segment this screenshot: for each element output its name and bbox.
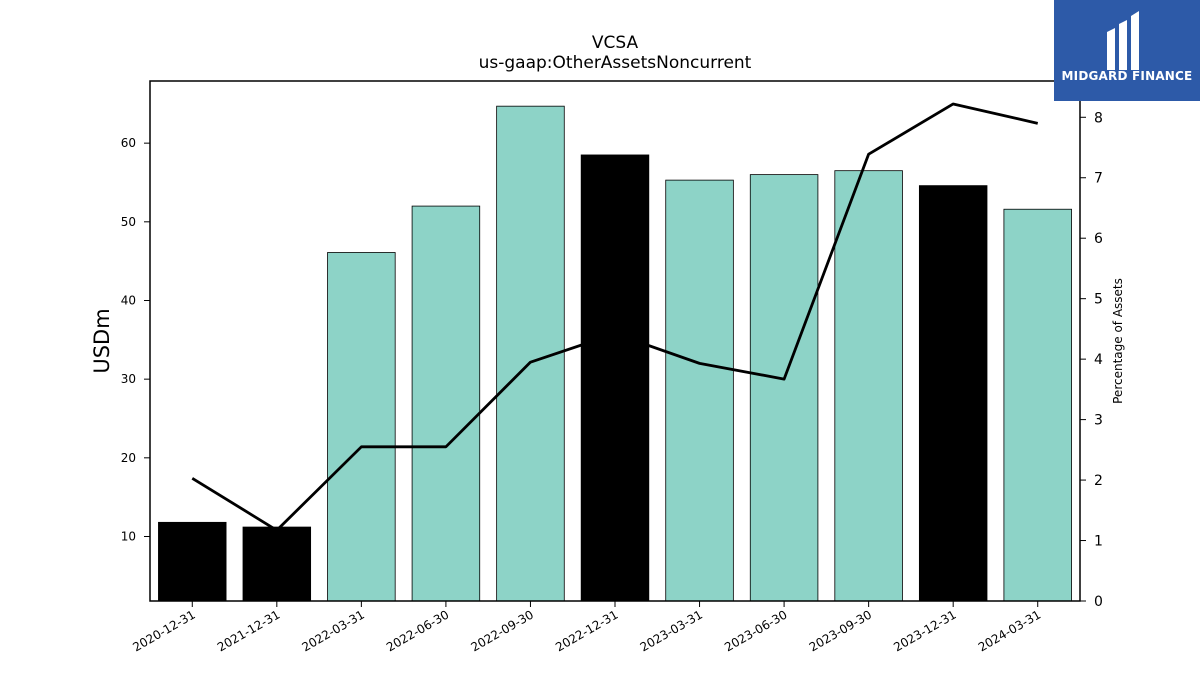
y-axis-left: 10 20 30 40 50 60 <box>121 136 150 543</box>
bar-2022-06-30 <box>411 205 481 602</box>
bar-2020-12-31 <box>158 521 227 602</box>
bar-2024-03-31 <box>1003 208 1072 602</box>
chart-subtitle: us-gaap:OtherAssetsNoncurrent <box>479 53 752 73</box>
y2-tick-label: 2 <box>1094 473 1103 489</box>
x-tick-label: 2023-03-31 <box>638 607 705 654</box>
x-tick-label: 2024-03-31 <box>976 607 1043 654</box>
bar-2023-03-31 <box>665 179 734 602</box>
x-axis: 2020-12-31 2021-12-31 2022-03-31 2022-06-30… <box>130 601 1043 654</box>
x-tick-label: 2022-09-30 <box>469 607 536 654</box>
x-tick-label: 2022-03-31 <box>299 607 366 654</box>
y-tick-label: 30 <box>121 372 136 386</box>
x-tick-label: 2021-12-31 <box>215 607 282 654</box>
bars-layer <box>158 105 1072 602</box>
percentage-line <box>191 102 1039 532</box>
y2-tick-label: 3 <box>1094 413 1103 429</box>
bar-2022-03-31 <box>327 252 396 602</box>
y-tick-label: 60 <box>121 136 136 150</box>
y2-tick-label: 5 <box>1094 292 1103 308</box>
y-tick-label: 20 <box>121 451 136 465</box>
x-tick-label: 2023-09-30 <box>807 607 874 654</box>
y2-tick-label: 7 <box>1094 171 1103 187</box>
brand-name: MIDGARD FINANCE <box>1061 69 1193 83</box>
brand-logo: MIDGARD FINANCE <box>1054 0 1200 101</box>
chart-title: VCSA <box>592 33 639 53</box>
y-axis-right: 0 1 2 3 4 5 6 7 8 <box>1080 110 1103 610</box>
y2-tick-label: 6 <box>1094 231 1103 247</box>
y2-axis-label: Percentage of Assets <box>1111 278 1125 404</box>
y2-tick-label: 0 <box>1094 594 1103 610</box>
y2-tick-label: 8 <box>1094 110 1103 126</box>
x-tick-label: 2022-12-31 <box>553 607 620 654</box>
midgard-logo-icon <box>1107 11 1139 70</box>
bar-2023-06-30 <box>749 174 819 602</box>
x-tick-label: 2023-12-31 <box>891 607 958 654</box>
line-layer <box>191 102 1039 532</box>
bar-2021-12-31 <box>242 526 312 602</box>
x-tick-label: 2022-06-30 <box>384 607 451 654</box>
y2-tick-label: 1 <box>1094 534 1103 550</box>
y-axis-label: USDm <box>90 308 114 373</box>
bar-2023-12-31 <box>918 185 988 602</box>
y-tick-label: 50 <box>121 215 136 229</box>
bar-2022-12-31 <box>580 154 650 602</box>
y-tick-label: 40 <box>121 293 136 307</box>
bar-2023-09-30 <box>834 170 903 602</box>
x-tick-label: 2020-12-31 <box>130 607 197 654</box>
y-tick-label: 10 <box>121 529 136 543</box>
x-tick-label: 2023-06-30 <box>722 607 789 654</box>
y2-tick-label: 4 <box>1094 352 1103 368</box>
